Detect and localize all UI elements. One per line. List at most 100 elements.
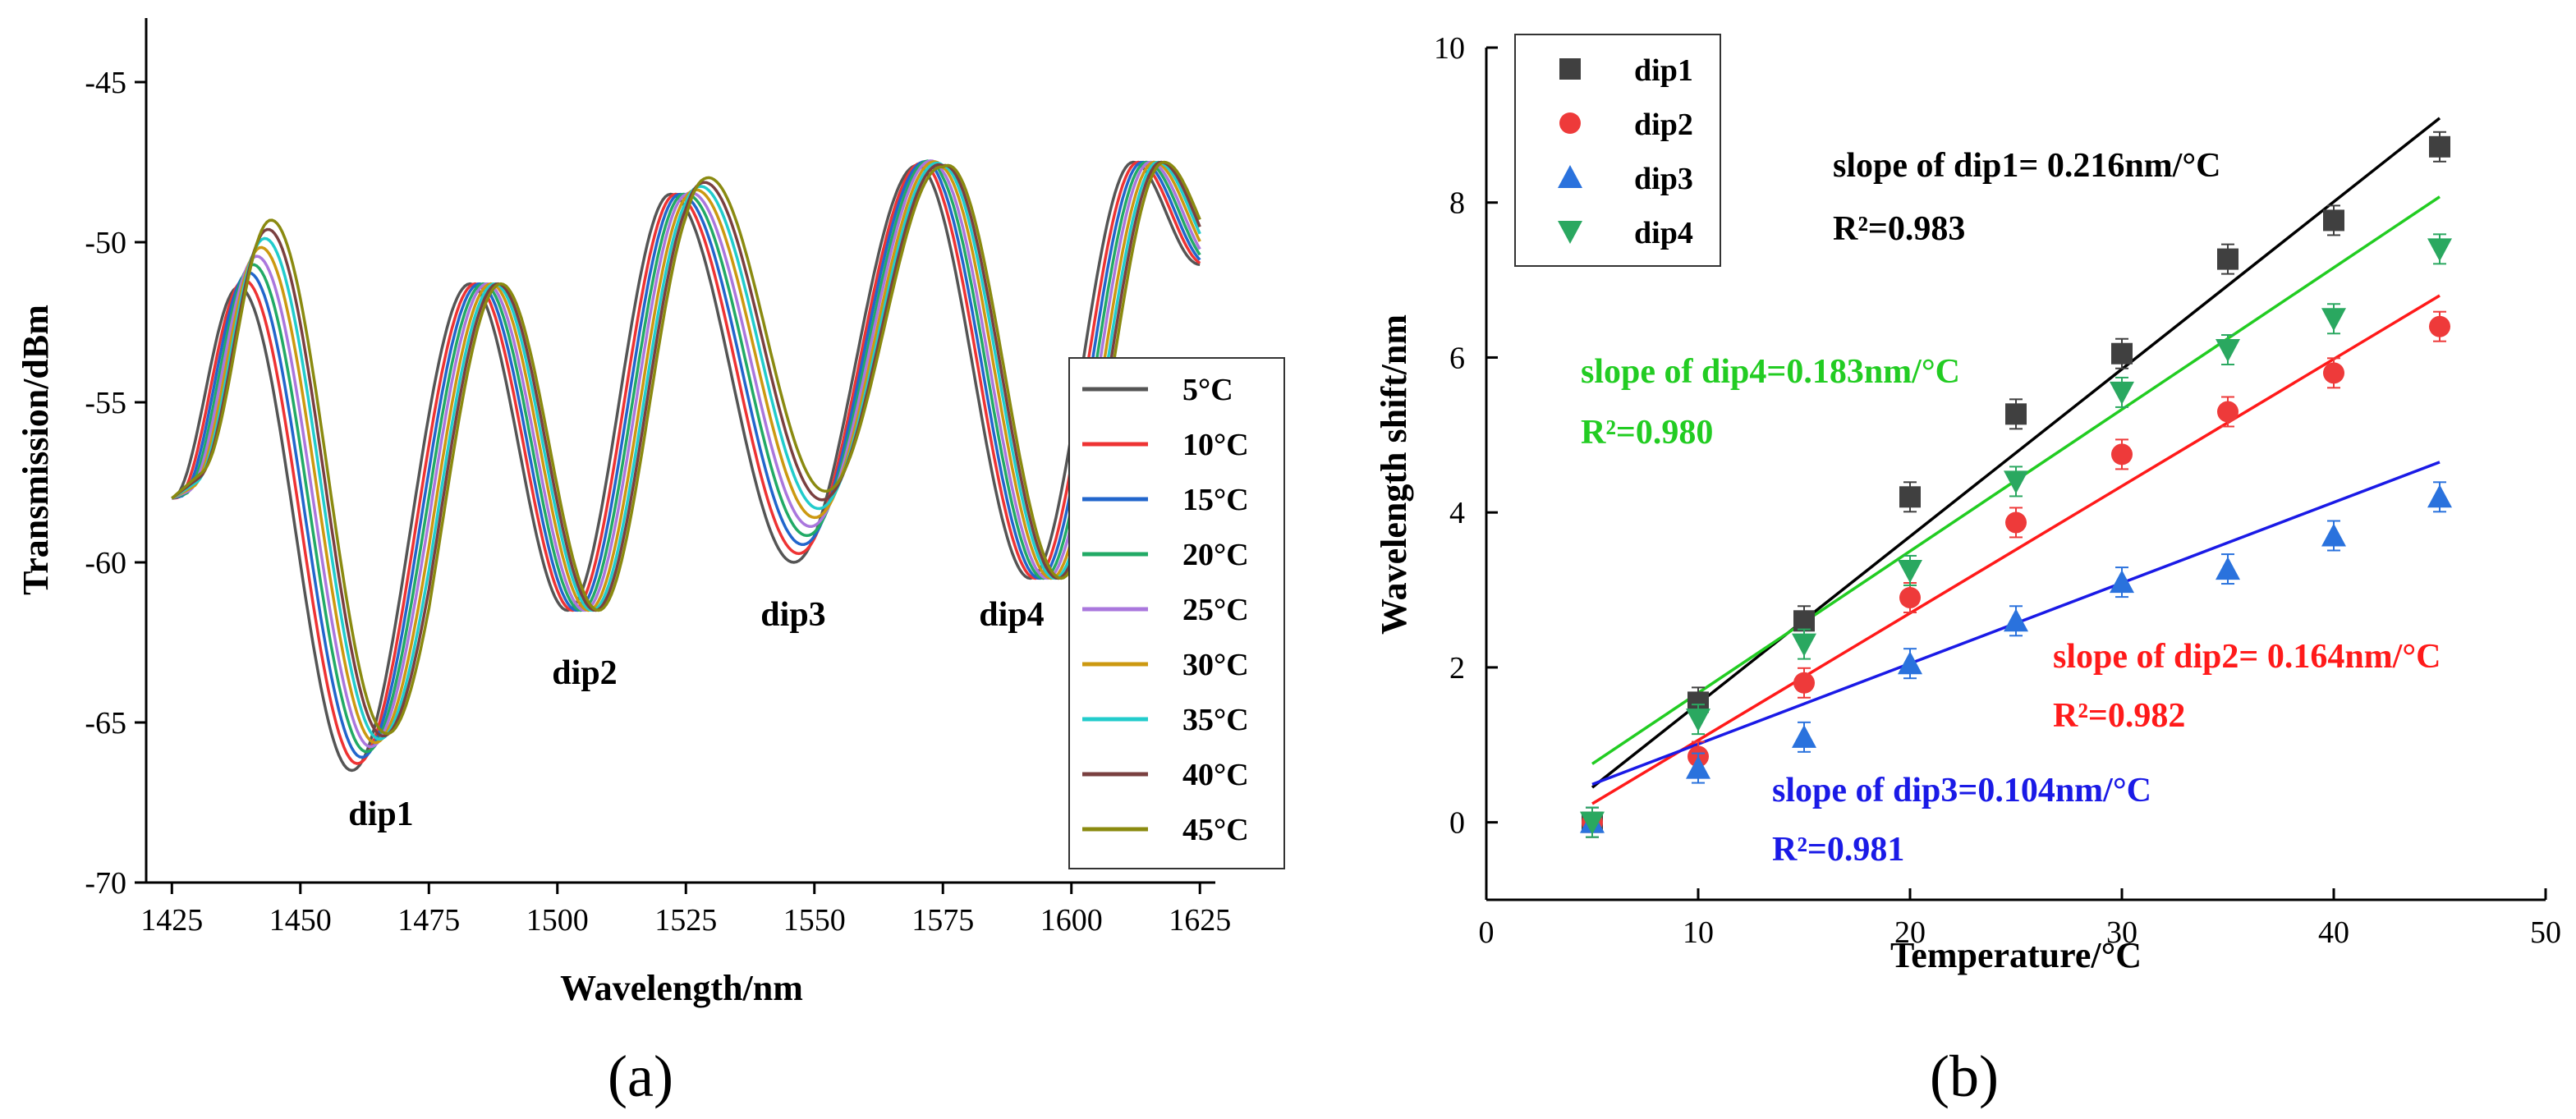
panel-b-legend-label: dip1 xyxy=(1634,53,1693,88)
panel-a-x-axis-title: Wavelength/nm xyxy=(560,968,803,1008)
panel-b-legend-marker xyxy=(1559,112,1581,134)
dip1-r2-annotation: R²=0.983 xyxy=(1833,210,1965,248)
panel-a-legend-label: 30°C xyxy=(1182,648,1249,682)
data-point-dip2 xyxy=(2111,443,2133,465)
panel-a-legend-label: 25°C xyxy=(1182,593,1249,627)
spectrum-line-35C xyxy=(171,160,1201,741)
panel-a-legend-label: 40°C xyxy=(1182,758,1249,792)
panel-a-x-tick-label: 1450 xyxy=(269,903,332,938)
panel-a-y-tick-label: -70 xyxy=(85,866,126,901)
panel-a-legend-label: 20°C xyxy=(1182,538,1249,572)
panel-a-legend-label: 5°C xyxy=(1182,373,1233,407)
panel-a-y-tick-label: -45 xyxy=(85,66,126,100)
data-point-dip3 xyxy=(1686,755,1710,779)
panel-b-x-tick-label: 40 xyxy=(2318,915,2349,950)
panel-a-y-tick-label: -60 xyxy=(85,546,126,580)
panel-a-x-tick-label: 1550 xyxy=(783,903,846,938)
panel-a-x-tick-label: 1600 xyxy=(1040,903,1103,938)
panel-a-x-tick-label: 1625 xyxy=(1169,903,1231,938)
panel-a-x-tick-label: 1575 xyxy=(911,903,974,938)
data-point-dip4 xyxy=(1686,709,1710,732)
panel-a-legend-label: 45°C xyxy=(1182,813,1249,847)
panel-b-x-axis-title: Temperature/°C xyxy=(1890,935,2142,975)
panel-b-y-tick-label: 10 xyxy=(1434,31,1465,66)
data-point-dip4 xyxy=(1792,633,1816,657)
panel-b-x-tick-label: 30 xyxy=(2106,915,2137,950)
data-point-dip1 xyxy=(2323,209,2344,232)
panel-a-y-tick-label: -55 xyxy=(85,386,126,420)
panel-b-legend-label: dip2 xyxy=(1634,108,1693,142)
panel-a-legend-label: 35°C xyxy=(1182,703,1249,737)
panel-b-legend-marker xyxy=(1558,165,1582,188)
dip2-slope-annotation: slope of dip2= 0.164nm/°C xyxy=(2053,638,2441,676)
panel-b-label: (b) xyxy=(1930,1043,1999,1109)
panel-a-legend-label: 10°C xyxy=(1182,428,1249,462)
data-point-dip1 xyxy=(1793,610,1815,632)
panel-b-y-tick-label: 0 xyxy=(1449,806,1465,841)
panel-a-label: (a) xyxy=(608,1043,673,1109)
panel-b-legend-box xyxy=(1514,34,1721,267)
spectrum-line-25C xyxy=(171,159,1201,749)
panel-b-x-tick-label: 50 xyxy=(2530,915,2561,950)
data-point-dip3 xyxy=(1898,651,1922,675)
panel-a-x-tick-label: 1425 xyxy=(140,903,203,938)
data-point-dip4 xyxy=(2321,308,2346,332)
panel-b-data-points xyxy=(1580,131,2452,838)
data-point-dip3 xyxy=(2110,570,2134,594)
data-point-dip2 xyxy=(1793,672,1815,694)
panel-a-x-tick-label: 1500 xyxy=(526,903,589,938)
dip4-slope-annotation: slope of dip4=0.183nm/°C xyxy=(1581,353,1960,391)
data-point-dip1 xyxy=(2111,342,2133,365)
panel-b-x-tick-label: 10 xyxy=(1683,915,1714,950)
data-point-dip4 xyxy=(2110,381,2134,405)
data-point-dip1 xyxy=(2005,403,2027,425)
panel-a-legend: 5°C 10°C 15°C 20°C 25°C 30°C 35°C 40°C 45°C xyxy=(1068,357,1285,869)
panel-a-x-tick-label: 1475 xyxy=(397,903,460,938)
data-point-dip1 xyxy=(1899,486,1921,508)
dip3-slope-annotation: slope of dip3=0.104nm/°C xyxy=(1772,772,2151,809)
data-point-dip3 xyxy=(2427,484,2452,508)
spectrum-line-45C xyxy=(171,160,1201,736)
dip3-r2-annotation: R²=0.981 xyxy=(1772,831,1904,869)
data-point-dip3 xyxy=(2216,557,2240,580)
panel-b-x-tick-label: 0 xyxy=(1479,915,1495,950)
panel-b-legend-marker xyxy=(1559,58,1581,80)
data-point-dip4 xyxy=(1898,559,1922,583)
spectrum-line-40C xyxy=(171,160,1201,738)
data-point-dip4 xyxy=(2004,470,2028,494)
dip4-annotation: dip4 xyxy=(979,596,1044,634)
data-point-dip1 xyxy=(2429,135,2450,158)
dip2-annotation: dip2 xyxy=(552,654,617,692)
panel-a-transmission-spectrum: 1425 1450 1475 1500 1525 1550 1575 1600 1625 -70 -… xyxy=(16,18,1285,1109)
data-point-dip4 xyxy=(2427,238,2452,262)
panel-b-legend-label: dip4 xyxy=(1634,216,1693,250)
panel-b-y-tick-label: 4 xyxy=(1449,496,1465,530)
dip1-annotation: dip1 xyxy=(348,796,413,833)
data-point-dip2 xyxy=(2005,511,2027,534)
panel-b-ticks: 0 10 20 30 40 50 0 2 4 6 8 10 xyxy=(1434,31,2561,950)
panel-b-legend: dip1 dip2 dip3 dip4 xyxy=(1514,34,1721,267)
panel-a-ticks: 1425 1450 1475 1500 1525 1550 1575 1600 1625 -70 -… xyxy=(85,66,1231,938)
data-point-dip4 xyxy=(1580,811,1605,835)
data-point-dip1 xyxy=(2217,248,2239,270)
data-point-dip4 xyxy=(2216,339,2240,363)
data-point-dip3 xyxy=(1792,724,1816,748)
panel-b-legend-label: dip3 xyxy=(1634,162,1693,196)
panel-a-y-tick-label: -50 xyxy=(85,226,126,260)
data-point-dip2 xyxy=(2217,401,2239,423)
dip2-r2-annotation: R²=0.982 xyxy=(2053,697,2185,735)
fit-line-dip2 xyxy=(1591,294,2441,805)
panel-a-x-tick-label: 1525 xyxy=(654,903,717,938)
panel-a-y-axis-title: Transmission/dBm xyxy=(16,305,56,595)
data-point-dip2 xyxy=(2429,315,2450,337)
panel-b-legend-marker xyxy=(1558,221,1582,244)
panel-b-y-tick-label: 8 xyxy=(1449,186,1465,221)
dip3-annotation: dip3 xyxy=(760,596,825,634)
fit-line-dip1 xyxy=(1591,117,2441,789)
spectrum-line-30C xyxy=(171,160,1201,745)
data-point-dip3 xyxy=(2321,523,2346,547)
panel-a-y-tick-label: -65 xyxy=(85,706,126,741)
panel-b-y-tick-label: 2 xyxy=(1449,651,1465,686)
data-point-dip3 xyxy=(2004,608,2028,632)
